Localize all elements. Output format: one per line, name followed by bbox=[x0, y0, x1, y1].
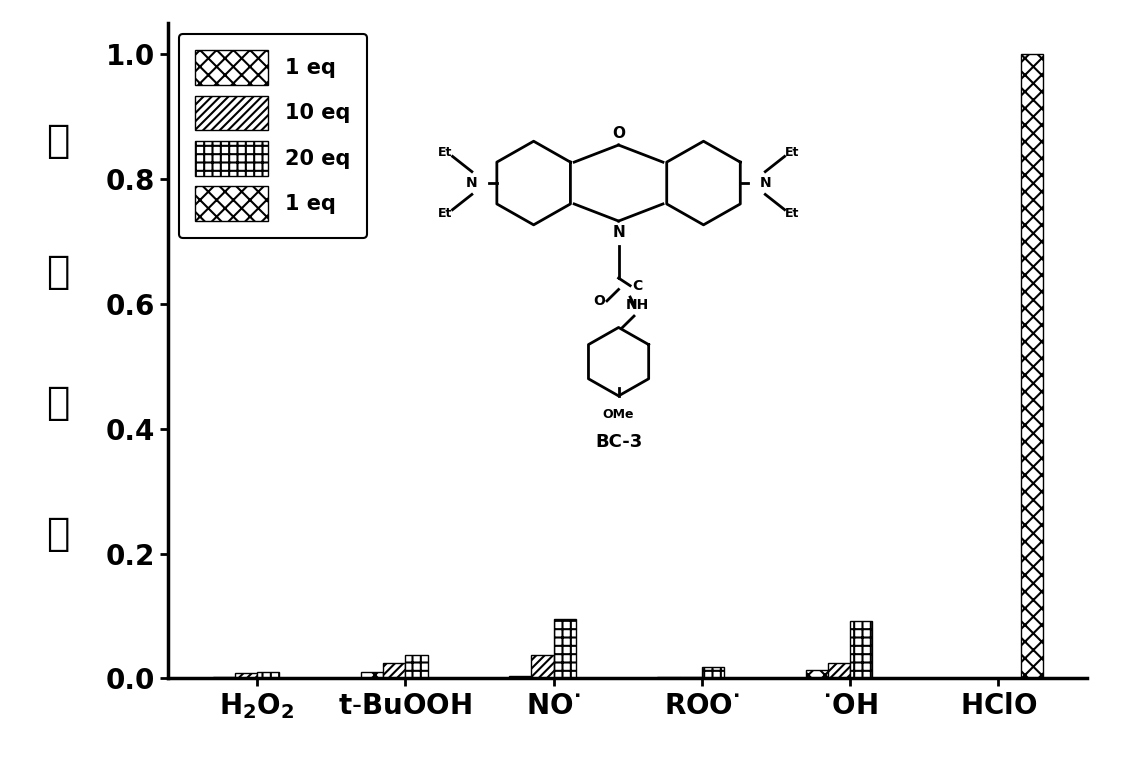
Text: 光: 光 bbox=[46, 253, 70, 291]
Bar bbox=[806, 670, 828, 678]
Legend: 1 eq, 10 eq, 20 eq, 1 eq: 1 eq, 10 eq, 20 eq, 1 eq bbox=[178, 34, 367, 237]
Bar bbox=[406, 655, 427, 678]
Bar bbox=[702, 667, 724, 678]
Bar bbox=[531, 655, 554, 678]
Bar bbox=[235, 674, 257, 678]
Text: 度: 度 bbox=[46, 515, 70, 554]
Bar bbox=[213, 677, 235, 678]
Text: 强: 强 bbox=[46, 384, 70, 423]
Bar bbox=[257, 672, 279, 678]
Bar bbox=[554, 619, 576, 678]
Bar bbox=[828, 663, 850, 678]
Bar bbox=[1020, 54, 1043, 678]
Bar bbox=[657, 677, 679, 678]
Bar bbox=[679, 677, 702, 678]
Bar bbox=[383, 663, 406, 678]
Bar bbox=[509, 676, 531, 678]
Bar bbox=[850, 621, 872, 678]
Text: 荧: 荧 bbox=[46, 122, 70, 160]
Bar bbox=[361, 672, 383, 678]
